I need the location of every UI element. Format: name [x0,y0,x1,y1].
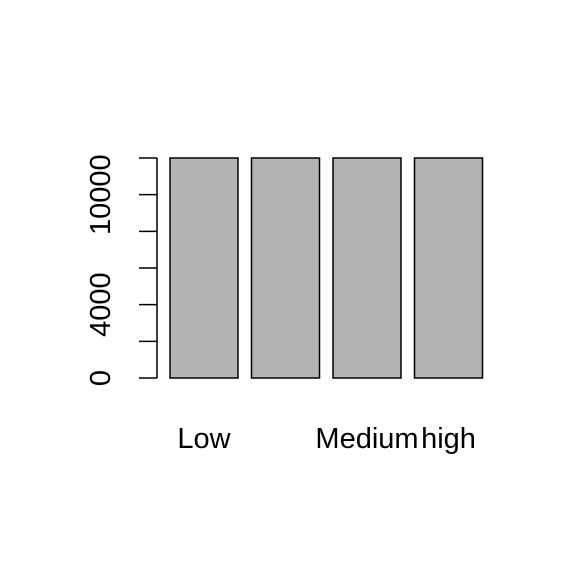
x-category-label: high [421,423,476,455]
bar [169,157,239,379]
x-category-label: Low [177,423,231,455]
y-tick-label: 10000 [85,154,117,235]
bar [250,157,321,379]
bar [413,157,484,379]
bars [169,157,484,379]
y-axis: 0 4000 10000 [85,154,158,386]
bar [332,157,402,379]
y-tick-label: 4000 [85,272,117,337]
x-axis-labels: Low Medium high [177,423,476,455]
x-category-label: Medium [315,423,418,455]
y-tick-label: 0 [85,370,117,386]
